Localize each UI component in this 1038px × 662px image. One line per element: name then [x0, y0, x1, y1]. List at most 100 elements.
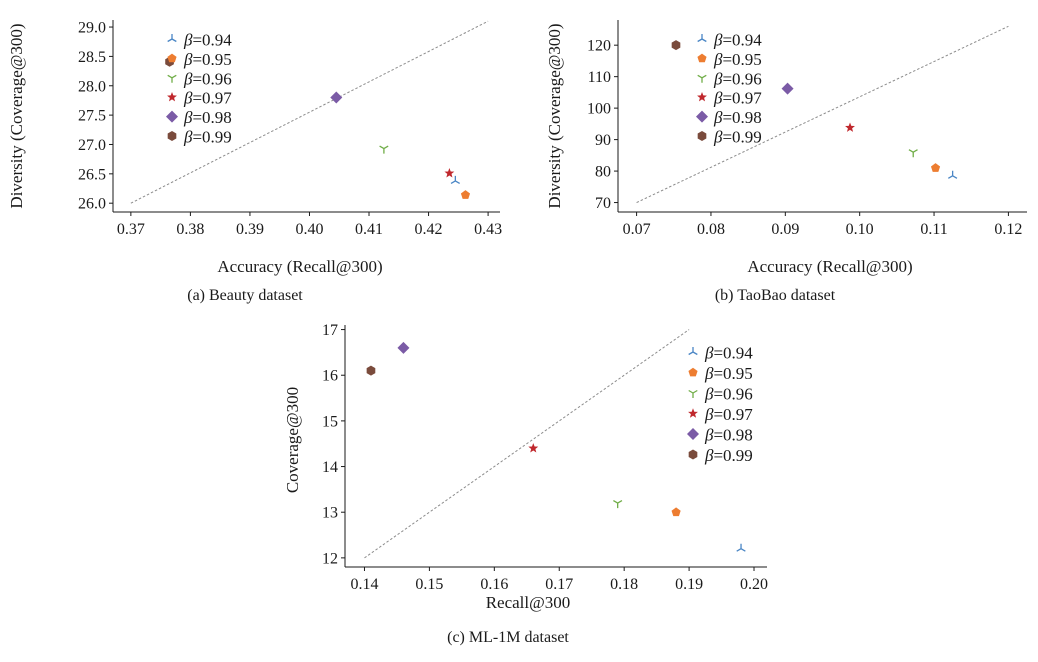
x-tick-label: 0.11 [920, 221, 947, 238]
chart-caption: (a) Beauty dataset [187, 287, 303, 304]
legend-marker [167, 74, 177, 83]
x-tick-label: 0.18 [610, 576, 638, 593]
reference-line [636, 25, 1009, 204]
legend: β=0.94β=0.95β=0.96β=0.97β=0.98β=0.99 [166, 31, 232, 147]
legend-item: β=0.94 [697, 31, 762, 50]
x-tick-label: 0.43 [474, 221, 502, 238]
y-tick-label: 14 [322, 459, 338, 476]
y-tick-label: 70 [595, 195, 611, 212]
x-tick-label: 0.12 [994, 221, 1022, 238]
y-tick-label: 29.0 [78, 20, 106, 37]
x-axis-label: Accuracy (Recall@300) [747, 257, 912, 276]
legend-item: β=0.99 [167, 128, 232, 147]
y-tick-label: 110 [588, 69, 611, 86]
legend-item: β=0.97 [167, 89, 232, 108]
legend-marker [166, 110, 178, 123]
legend-label: β=0.97 [713, 89, 762, 108]
legend-label: β=0.94 [183, 31, 232, 50]
chart-panel-3: 0.14 0.15 0.16 0.17 0.18 0.19 0.20 12 13 14 15 16 17… [283, 322, 768, 646]
data-point [444, 168, 455, 178]
legend-item: β=0.94 [167, 31, 232, 50]
x-tick-label: 0.16 [480, 576, 508, 593]
y-tick-label: 16 [322, 368, 338, 385]
legend-marker [688, 389, 698, 398]
legend-marker [167, 131, 177, 141]
legend-item: β=0.95 [697, 50, 762, 69]
data-point [930, 163, 941, 172]
legend: β=0.94β=0.95β=0.96β=0.97β=0.98β=0.99 [687, 344, 753, 465]
legend-label: β=0.99 [183, 128, 232, 147]
legend-item: β=0.96 [688, 385, 753, 404]
x-tick-label: 0.19 [675, 576, 703, 593]
legend-marker [688, 449, 698, 460]
x-tick-label: 0.17 [545, 576, 573, 593]
legend-marker [697, 92, 707, 102]
legend-label: β=0.97 [183, 89, 232, 108]
legend-marker [688, 367, 698, 377]
legend-item: β=0.98 [696, 108, 762, 127]
data-point [947, 170, 958, 179]
x-tick-label: 0.42 [415, 221, 443, 238]
legend-marker [697, 131, 707, 141]
x-tick-label: 0.09 [771, 221, 799, 238]
data-point [397, 341, 410, 354]
legend-marker [697, 74, 707, 83]
legend-label: β=0.96 [183, 69, 232, 88]
legend-label: β=0.99 [713, 128, 762, 147]
legend-label: β=0.95 [704, 364, 753, 383]
legend-item: β=0.96 [697, 69, 762, 88]
legend-label: β=0.96 [713, 69, 762, 88]
data-point [450, 175, 461, 184]
y-axis-label: Diversity (Coverage@300) [7, 23, 26, 208]
legend-marker [696, 110, 708, 123]
legend-item: β=0.98 [166, 108, 232, 127]
x-tick-label: 0.14 [350, 576, 378, 593]
legend-marker [697, 53, 707, 63]
data-point [845, 122, 855, 132]
x-tick-label: 0.41 [355, 221, 383, 238]
chart-panel-1: 0.37 0.38 0.39 0.40 0.41 0.42 0.43 26.0 26.5 27.0… [7, 20, 502, 304]
x-tick-label: 0.07 [623, 221, 651, 238]
x-tick-label: 0.39 [236, 221, 264, 238]
legend-marker [688, 347, 698, 356]
legend-label: β=0.98 [183, 108, 232, 127]
y-tick-label: 80 [595, 164, 611, 181]
legend-item: β=0.97 [688, 405, 753, 424]
legend-item: β=0.96 [167, 69, 232, 88]
y-tick-label: 27.5 [78, 108, 106, 125]
data-point [379, 145, 389, 154]
data-point [781, 82, 794, 95]
legend-marker [688, 408, 698, 418]
data-point [366, 365, 376, 376]
y-tick-label: 17 [322, 322, 338, 339]
legend-label: β=0.96 [704, 385, 753, 404]
x-tick-label: 0.08 [697, 221, 725, 238]
data-point [330, 91, 343, 104]
data-point [736, 543, 746, 552]
y-tick-label: 27.0 [78, 137, 106, 154]
legend-item: β=0.99 [688, 446, 753, 465]
y-tick-label: 26.5 [78, 166, 106, 183]
x-tick-label: 0.20 [740, 576, 768, 593]
reference-line [364, 329, 690, 559]
y-axis-label: Coverage@300 [283, 387, 302, 493]
legend-marker [167, 34, 177, 43]
reference-line [130, 20, 489, 204]
legend-item: β=0.94 [688, 344, 753, 363]
y-tick-label: 12 [322, 550, 338, 567]
chart-caption: (c) ML-1M dataset [447, 629, 569, 646]
y-tick-label: 28.5 [78, 49, 106, 66]
y-tick-label: 15 [322, 413, 338, 430]
x-tick-label: 0.10 [846, 221, 874, 238]
x-tick-label: 0.40 [295, 221, 323, 238]
chart-panel-2: 0.07 0.08 0.09 0.10 0.11 0.12 70 80 90 100 110 120 A… [545, 20, 1027, 304]
legend-item: β=0.95 [167, 50, 232, 69]
legend-item: β=0.99 [697, 128, 762, 147]
data-point [528, 443, 539, 453]
legend: β=0.94β=0.95β=0.96β=0.97β=0.98β=0.99 [696, 31, 762, 147]
x-tick-label: 0.15 [415, 576, 443, 593]
x-tick-label: 0.38 [176, 221, 204, 238]
legend-label: β=0.95 [713, 50, 762, 69]
